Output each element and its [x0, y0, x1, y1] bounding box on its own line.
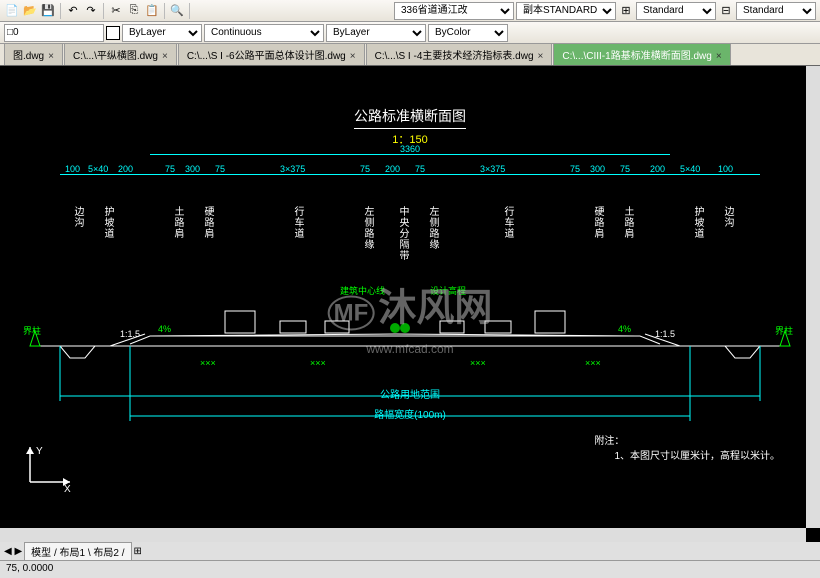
font-dropdown[interactable]: 336省道通江改 [394, 2, 514, 20]
layout-tab[interactable]: 模型 / 布局1 \ 布局2 / [24, 542, 131, 561]
separator [189, 3, 190, 19]
boundary-2: 路幅宽度(100m) [374, 406, 446, 421]
close-icon[interactable]: × [350, 51, 356, 62]
icon-save[interactable]: 💾 [40, 3, 56, 19]
icon-open[interactable]: 📂 [22, 3, 38, 19]
tab-5-active[interactable]: C:\...\CIII-1路基标准横断面图.dwg× [553, 43, 730, 65]
tab-2[interactable]: C:\...\平纵横图.dwg× [64, 43, 177, 65]
tab-3[interactable]: C:\...\S I -6公路平面总体设计图.dwg× [178, 43, 365, 65]
scrollbar-vertical[interactable] [806, 66, 820, 528]
cross-section-svg: ××× ××× ××× ××× [0, 66, 820, 542]
close-icon[interactable]: × [538, 51, 544, 62]
separator [164, 3, 165, 19]
slope-l: 1:1.5 [120, 329, 140, 339]
separator [60, 3, 61, 19]
icon-undo[interactable]: ↶ [65, 3, 81, 19]
layout-tabs: ◀ ▶ 模型 / 布局1 \ 布局2 / ⊞ [0, 542, 820, 560]
scrollbar-horizontal[interactable] [0, 528, 806, 542]
boundary-1: 公路用地范围 [380, 386, 440, 401]
bycolor-dropdown[interactable]: ByColor [428, 24, 508, 42]
side-l: 界柱 [23, 324, 41, 337]
icon-cut[interactable]: ✂ [108, 3, 124, 19]
layout-icon[interactable]: ⊞ [134, 546, 142, 557]
lineweight-dropdown[interactable]: ByLayer [326, 24, 426, 42]
svg-text:×××: ××× [200, 358, 216, 368]
slope-r: 1:1.5 [655, 329, 675, 339]
icon-paste[interactable]: 📋 [144, 3, 160, 19]
icon-copy[interactable]: ⎘ [126, 3, 142, 19]
side-r: 界柱 [775, 324, 793, 337]
continuous-dropdown[interactable]: Continuous [204, 24, 324, 42]
icon-table[interactable]: ⊟ [718, 3, 734, 19]
color-dropdown[interactable]: ByLayer [122, 24, 202, 42]
svg-text:×××: ××× [585, 358, 601, 368]
style2-dropdown[interactable]: Standard [636, 2, 716, 20]
style3-dropdown[interactable]: Standard [736, 2, 816, 20]
grade-l: 4% [158, 324, 171, 334]
drawing-canvas[interactable]: 公路标准横断面图 1：150 3360 100 5×40 200 75 300 … [0, 66, 820, 542]
note-line1: 1、本图尺寸以厘米计，高程以米计。 [614, 447, 780, 462]
toolbar-1: 📄 📂 💾 ↶ ↷ ✂ ⎘ 📋 🔍 336省道通江改 副本STANDARD ⊞ … [0, 0, 820, 22]
svg-text:×××: ××× [310, 358, 326, 368]
ucs-icon: Y X [20, 442, 80, 492]
grade-r: 4% [618, 324, 631, 334]
icon-find[interactable]: 🔍 [169, 3, 185, 19]
tab-4[interactable]: C:\...\S I -4主要技术经济指标表.dwg× [366, 43, 553, 65]
note-title: 附注： [594, 432, 780, 447]
drawing-note: 附注： 1、本图尺寸以厘米计，高程以米计。 [594, 432, 780, 462]
tab-1[interactable]: 图.dwg× [4, 43, 63, 65]
toolbar-2: ByLayer Continuous ByLayer ByColor [0, 22, 820, 44]
icon-redo[interactable]: ↷ [83, 3, 99, 19]
icon-new[interactable]: 📄 [4, 3, 20, 19]
document-tabs: 图.dwg× C:\...\平纵横图.dwg× C:\...\S I -6公路平… [0, 44, 820, 66]
status-bar: 75, 0.0000 [0, 560, 820, 578]
close-icon[interactable]: × [716, 51, 722, 62]
separator [103, 3, 104, 19]
close-icon[interactable]: × [162, 51, 168, 62]
layout-tab-nav[interactable]: ◀ ▶ [4, 546, 22, 557]
style1-dropdown[interactable]: 副本STANDARD [516, 2, 616, 20]
layer-input[interactable] [4, 24, 104, 42]
color-swatch[interactable] [106, 26, 120, 40]
icon-dim[interactable]: ⊞ [618, 3, 634, 19]
svg-text:X: X [64, 484, 71, 492]
close-icon[interactable]: × [48, 51, 54, 62]
svg-text:Y: Y [36, 446, 43, 457]
svg-text:×××: ××× [470, 358, 486, 368]
